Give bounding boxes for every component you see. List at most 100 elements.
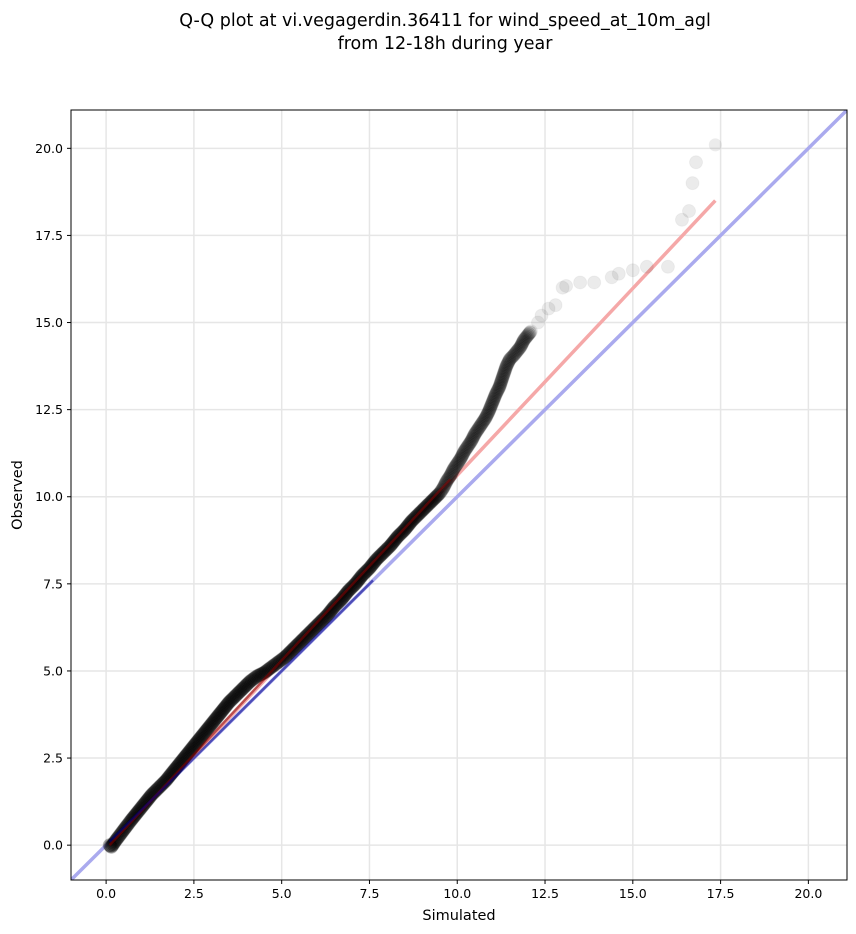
quantile-point [519, 329, 534, 344]
quantile-point [487, 389, 502, 404]
quantile-point [265, 659, 280, 674]
quantile-point [198, 723, 213, 738]
quantile-point [302, 625, 317, 640]
quantile-point [462, 436, 477, 451]
quantile-point [230, 687, 245, 702]
quantile-point [490, 384, 505, 399]
quantile-point [301, 626, 316, 641]
quantile-point [470, 423, 485, 438]
quantile-point [449, 457, 464, 472]
quantile-point [136, 797, 151, 812]
quantile-point [446, 463, 461, 478]
quantile-point [476, 413, 491, 428]
quantile-point [432, 486, 447, 501]
quantile-point [224, 692, 239, 707]
quantile-point [268, 657, 283, 672]
quantile-point [496, 368, 511, 383]
quantile-point [455, 447, 470, 462]
x-tick-label-8: 20.0 [794, 886, 822, 901]
quantile-point [492, 379, 507, 394]
quantile-point [479, 408, 494, 423]
quantile-point [444, 466, 459, 481]
quantile-point [204, 716, 219, 731]
quantile-point [495, 369, 510, 384]
y-axis-label: Observed [10, 460, 26, 530]
quantile-point [512, 341, 527, 356]
quantile-point [305, 623, 320, 638]
quantile-point [341, 583, 356, 598]
y-tick-label-2: 5.0 [43, 663, 63, 678]
quantile-point [485, 394, 500, 409]
quantile-point [234, 682, 249, 697]
quantile-point [332, 594, 347, 609]
quantile-point [315, 612, 330, 627]
quantile-point [321, 606, 336, 621]
quantile-point [475, 415, 490, 430]
quantile-point [457, 444, 472, 459]
quantile-point [342, 582, 357, 597]
chart-title-line-1: Q-Q plot at vi.vegagerdin.36411 for wind… [179, 11, 711, 31]
quantile-point [329, 597, 344, 612]
quantile-point [455, 448, 470, 463]
quantile-point [319, 609, 334, 624]
quantile-point [480, 407, 495, 422]
quantile-point [202, 718, 217, 733]
quantile-point [193, 730, 208, 745]
quantile-point [443, 468, 458, 483]
quantile-point [349, 575, 364, 590]
quantile-point [337, 588, 352, 603]
quantile-point [497, 365, 512, 380]
quantile-point [488, 388, 503, 403]
quantile-point [498, 360, 513, 375]
quantile-point [192, 731, 207, 746]
quantile-point [322, 605, 337, 620]
quantile-point [479, 409, 494, 424]
quantile-point [510, 343, 525, 358]
quantile-point [205, 715, 220, 730]
quantile-point [511, 342, 526, 357]
quantile-point [481, 405, 496, 420]
quantile-point [362, 561, 377, 576]
quantile-point [559, 278, 574, 293]
quantile-point [502, 352, 517, 367]
quantile-point [320, 608, 335, 623]
quantile-point [247, 671, 262, 686]
quantile-point [454, 450, 469, 465]
quantile-point [587, 275, 602, 290]
quantile-point [474, 416, 489, 431]
quantile-point [521, 326, 536, 341]
quantile-point [218, 699, 233, 714]
quantile-point [250, 669, 265, 684]
quantile-point [314, 614, 329, 629]
quantile-point [509, 344, 524, 359]
quantile-point [443, 467, 458, 482]
axes-frame [70, 109, 848, 881]
y-tick-label-7: 17.5 [35, 228, 63, 243]
quantile-point [194, 728, 209, 743]
quantile-point [484, 397, 499, 412]
quantile-point [441, 471, 456, 486]
quantile-point [251, 668, 266, 683]
quantile-point [197, 725, 212, 740]
quantile-point [471, 421, 486, 436]
quantile-point [245, 672, 260, 687]
quantile-point [451, 455, 466, 470]
quantile-point [681, 204, 696, 219]
x-tick-label-6: 15.0 [619, 886, 647, 901]
quantile-point [351, 573, 366, 588]
quantile-point [660, 259, 675, 274]
quantile-point [431, 487, 446, 502]
quantile-point [446, 461, 461, 476]
quantile-point [477, 412, 492, 427]
quantile-point [188, 736, 203, 751]
quantile-point [220, 697, 235, 712]
quantile-point [555, 280, 570, 295]
quantile-point [216, 701, 231, 716]
quantile-point [465, 431, 480, 446]
quantile-point [326, 600, 341, 615]
quantile-point [208, 711, 223, 726]
y-tick-label-6: 15.0 [35, 315, 63, 330]
quantile-point [459, 440, 474, 455]
quantile-point [463, 435, 478, 450]
quantile-point [514, 338, 529, 353]
